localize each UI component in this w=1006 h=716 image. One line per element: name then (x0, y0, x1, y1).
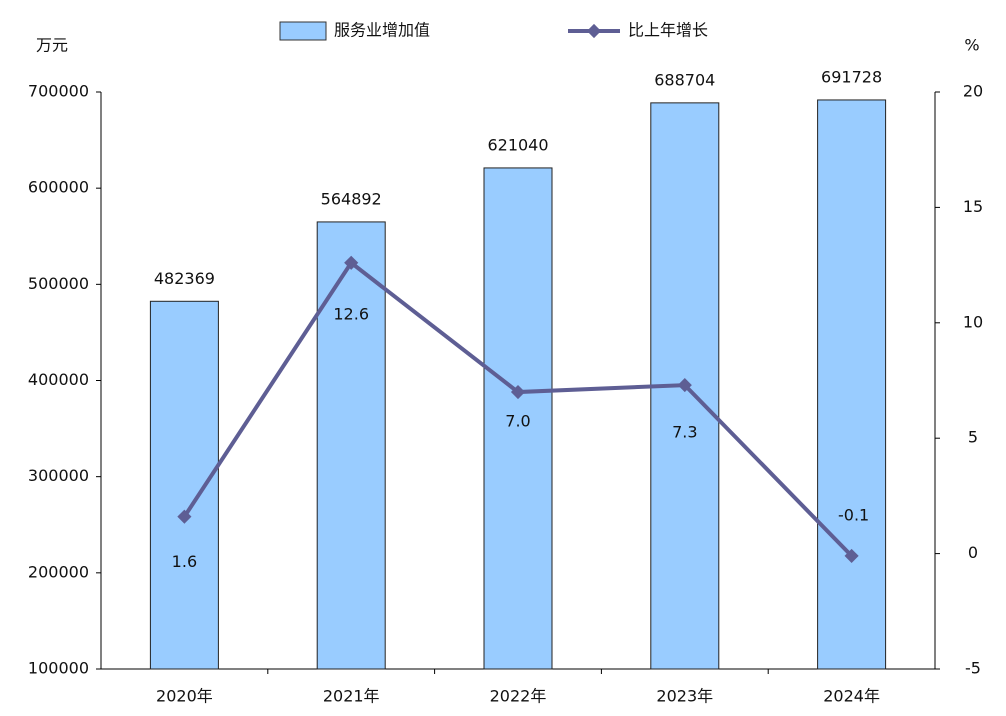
bar-value-label: 482369 (154, 269, 215, 288)
y-tick-label: 600000 (28, 178, 89, 197)
legend-swatch (279, 21, 327, 41)
y2-tick-label: -5 (965, 659, 981, 678)
y-axis-unit: 万元 (36, 36, 68, 55)
line-marker (844, 548, 859, 563)
bar (316, 221, 386, 670)
legend-label: 比上年增长 (628, 21, 708, 40)
y2-tick-label: 5 (968, 428, 978, 447)
line-marker (344, 255, 359, 270)
x-tick-label: 2024年 (823, 687, 880, 706)
x-tick-label: 2021年 (323, 687, 380, 706)
bar (817, 99, 887, 670)
y-tick-label: 100000 (28, 659, 89, 678)
x-tick-label: 2023年 (656, 687, 713, 706)
x-tick-label: 2022年 (490, 687, 547, 706)
y-tick-label: 500000 (28, 274, 89, 293)
line-value-label: 1.6 (172, 552, 197, 571)
y-tick-label: 700000 (28, 82, 89, 101)
y-tick-label: 200000 (28, 562, 89, 581)
line-value-label: 7.3 (672, 423, 697, 442)
y2-tick-label: 10 (963, 312, 983, 331)
y2-tick-label: 20 (963, 82, 983, 101)
bar-value-label: 688704 (654, 70, 715, 89)
y-tick-label: 400000 (28, 370, 89, 389)
bar-value-label: 691728 (821, 67, 882, 86)
legend-marker (586, 23, 602, 39)
bar-value-label: 621040 (487, 135, 548, 154)
bar (483, 167, 553, 670)
line-value-label: 12.6 (333, 304, 369, 323)
y-tick-label: 300000 (28, 466, 89, 485)
y2-tick-label: 0 (968, 543, 978, 562)
y2-tick-label: 15 (963, 197, 983, 216)
bar-value-label: 564892 (321, 189, 382, 208)
line-marker (510, 384, 526, 400)
y2-axis-unit: % (964, 36, 979, 55)
line-value-label: 7.0 (505, 412, 530, 431)
x-tick-label: 2020年 (156, 687, 213, 706)
line-marker (177, 509, 192, 524)
line-value-label: -0.1 (838, 505, 869, 524)
bar (149, 300, 219, 670)
line-marker (677, 378, 692, 393)
legend-label: 服务业增加值 (334, 21, 430, 40)
